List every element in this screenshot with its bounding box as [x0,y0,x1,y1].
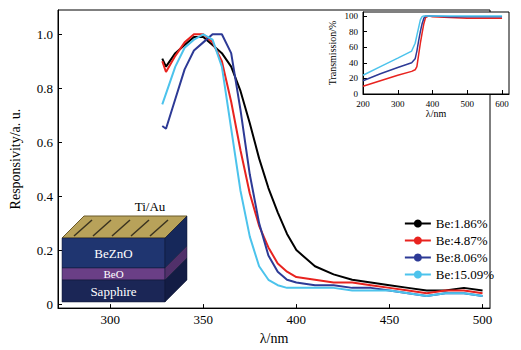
svg-text:0: 0 [47,297,54,312]
svg-text:BeO: BeO [103,268,123,280]
svg-text:100: 100 [345,11,359,21]
svg-text:60: 60 [349,42,359,52]
svg-text:400: 400 [426,99,440,109]
svg-text:Be:1.86%: Be:1.86% [436,216,488,231]
svg-text:Be:8.06%: Be:8.06% [436,250,488,265]
svg-text:40: 40 [349,58,359,68]
svg-text:Responsivity/a. u.: Responsivity/a. u. [8,109,23,210]
svg-text:300: 300 [100,312,120,327]
svg-text:BeZnO: BeZnO [94,246,132,261]
svg-text:600: 600 [495,99,509,109]
svg-text:0: 0 [354,89,359,99]
svg-text:20: 20 [349,73,359,83]
svg-text:Be:4.87%: Be:4.87% [436,233,488,248]
svg-text:400: 400 [287,312,307,327]
svg-text:1.0: 1.0 [37,27,53,42]
svg-text:500: 500 [461,99,475,109]
svg-text:350: 350 [193,312,213,327]
svg-text:0.6: 0.6 [37,135,54,150]
svg-text:200: 200 [356,99,370,109]
svg-text:0.2: 0.2 [37,243,53,258]
svg-text:Sapphire: Sapphire [90,284,136,299]
svg-text:0.8: 0.8 [37,81,53,96]
svg-text:Ti/Au: Ti/Au [135,199,166,214]
svg-text:λ/nm: λ/nm [260,331,289,346]
svg-text:80: 80 [349,27,359,37]
svg-text:Transmission/%: Transmission/% [327,21,338,86]
svg-text:450: 450 [380,312,400,327]
svg-text:λ/nm: λ/nm [426,108,447,119]
svg-text:0.4: 0.4 [37,189,54,204]
svg-text:300: 300 [391,99,405,109]
svg-text:500: 500 [473,312,493,327]
svg-text:Be:15.09%: Be:15.09% [436,267,494,282]
